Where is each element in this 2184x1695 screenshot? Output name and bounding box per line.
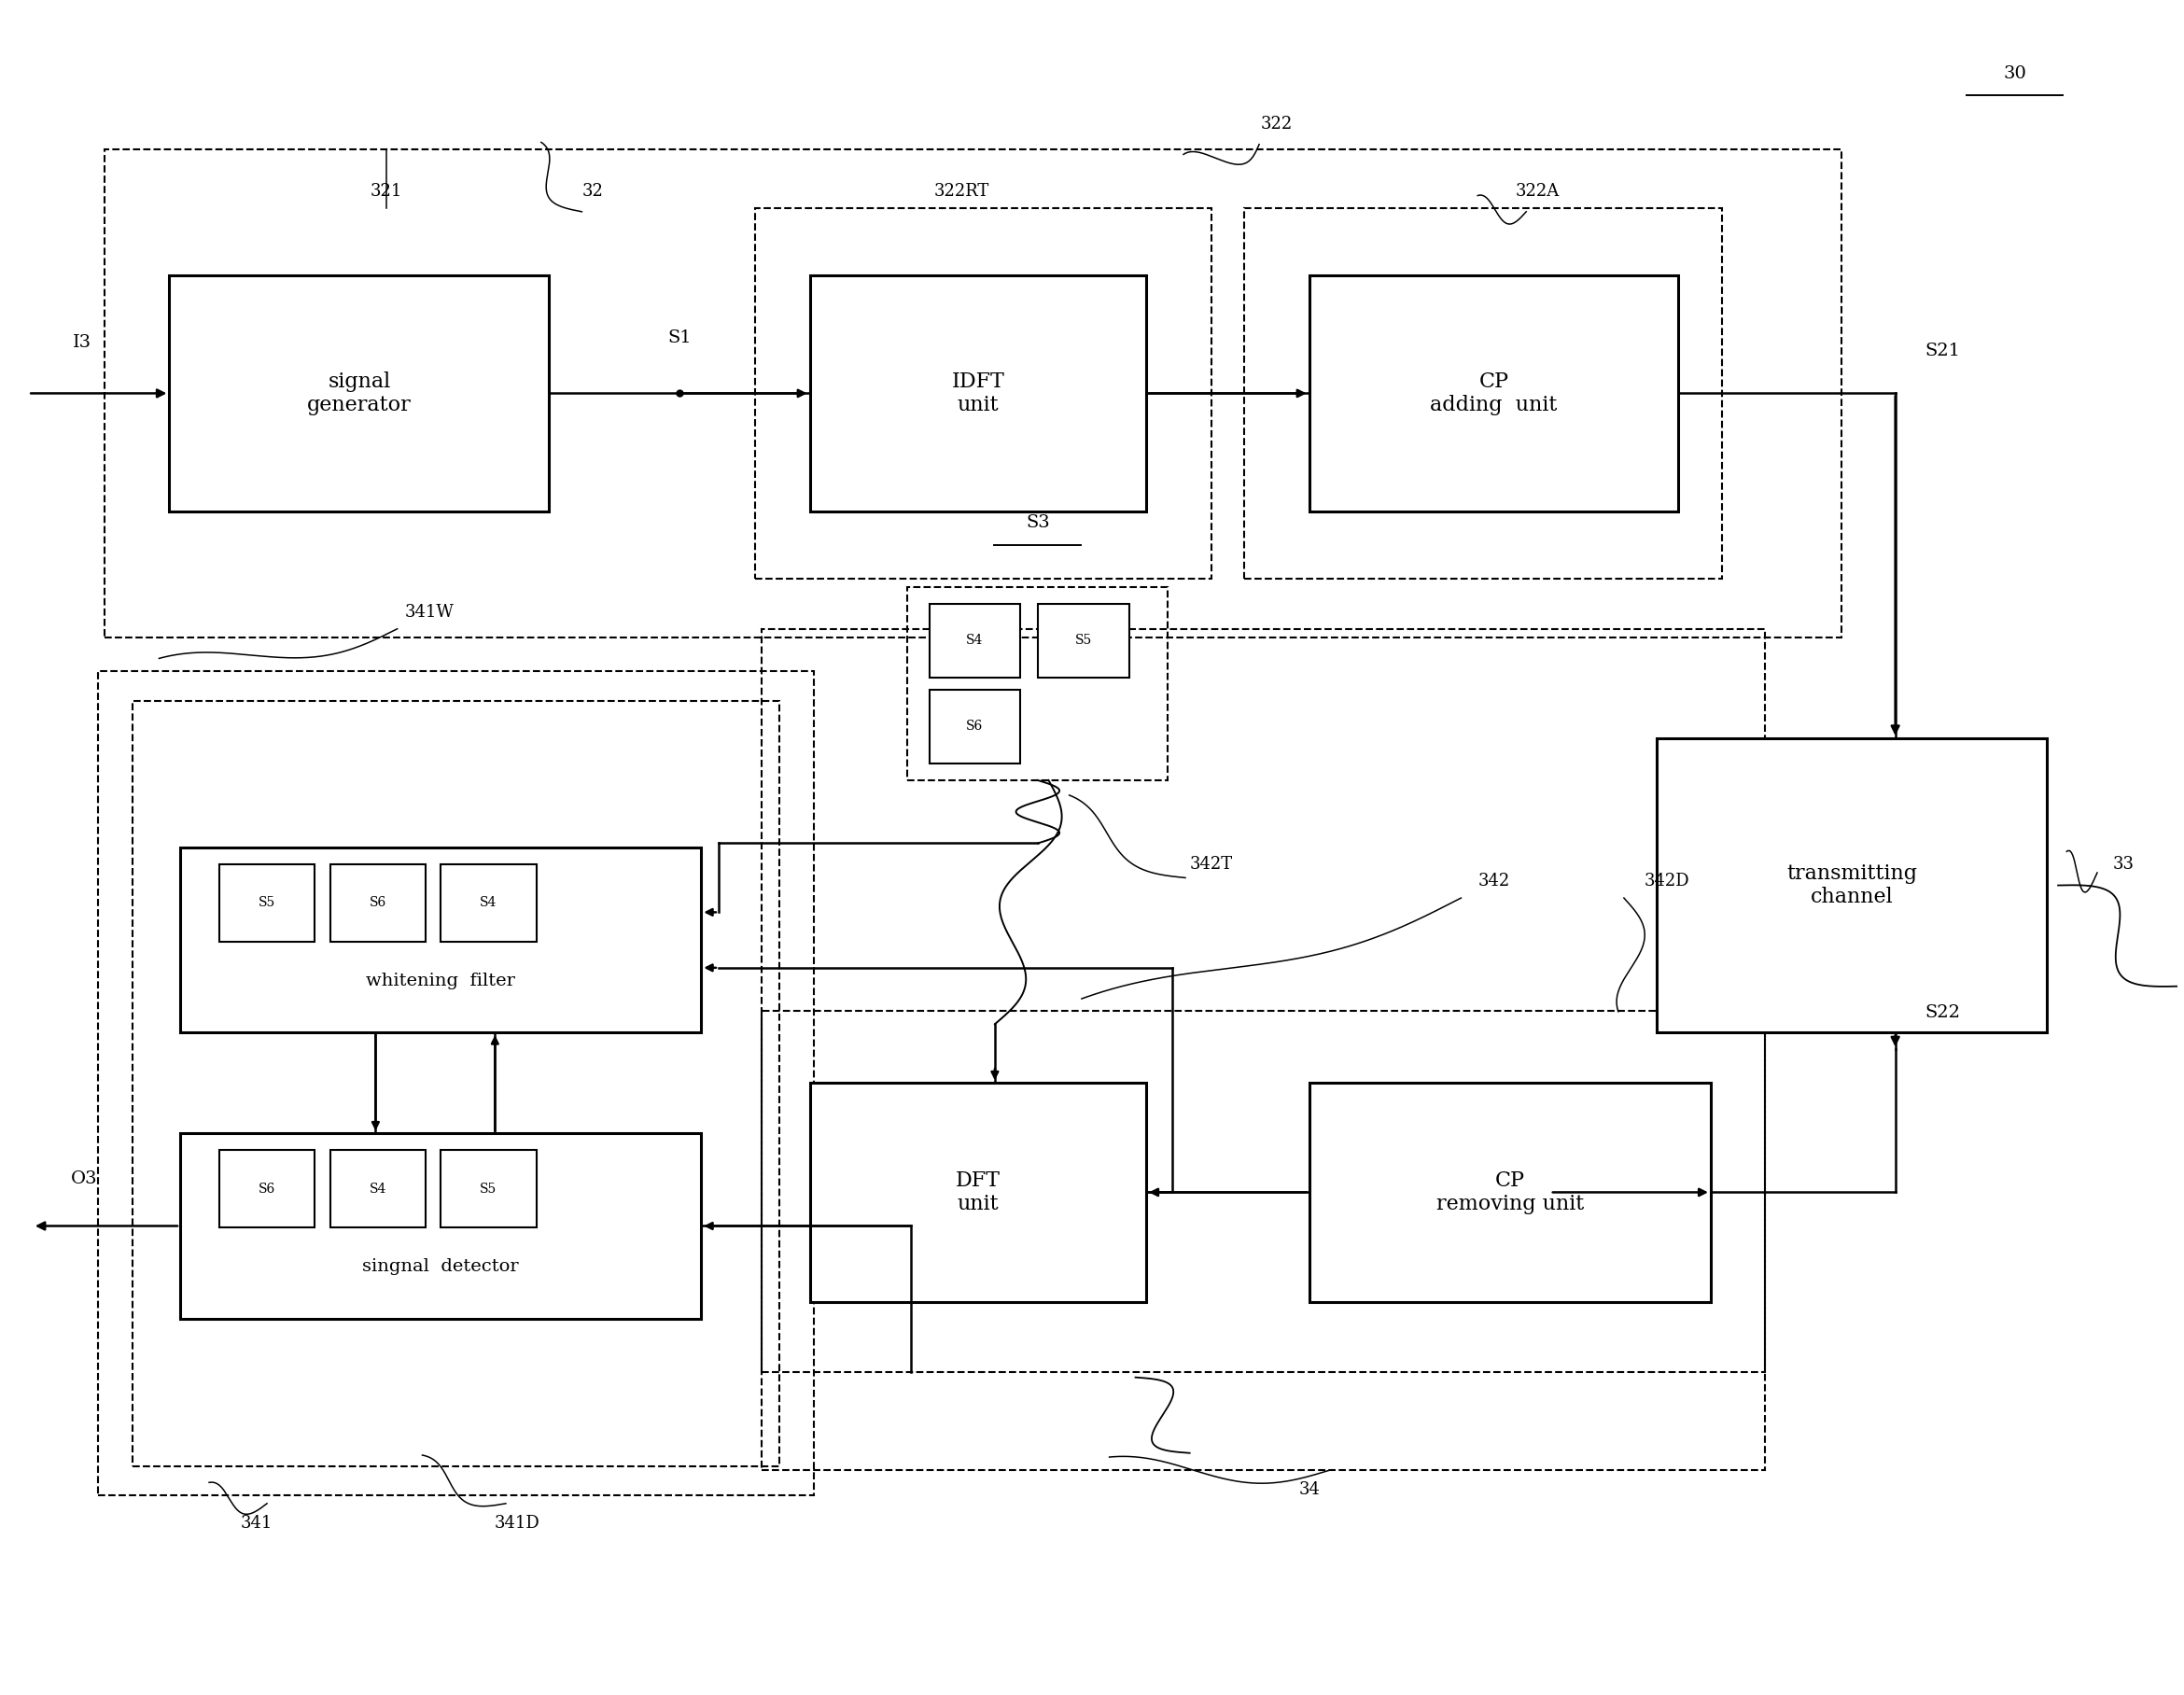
Bar	[762, 1010, 1765, 1373]
Text: 30: 30	[2003, 66, 2027, 81]
Bar	[133, 702, 780, 1466]
Bar	[330, 1151, 426, 1227]
Bar	[441, 1151, 537, 1227]
Bar	[1245, 208, 1721, 578]
Text: 342: 342	[1479, 873, 1509, 890]
Text: 322RT: 322RT	[935, 183, 989, 200]
Bar	[1037, 603, 1129, 678]
Text: CP
adding  unit: CP adding unit	[1431, 371, 1557, 415]
Bar	[179, 848, 701, 1032]
Bar	[218, 1151, 314, 1227]
Text: DFT
unit: DFT unit	[957, 1170, 1000, 1214]
Text: S6: S6	[369, 897, 387, 910]
Text: singnal  detector: singnal detector	[363, 1258, 520, 1275]
Text: 342T: 342T	[1190, 856, 1234, 873]
Bar	[179, 1134, 701, 1319]
Text: 321: 321	[371, 183, 402, 200]
Bar	[762, 629, 1765, 1470]
Text: S1: S1	[668, 329, 692, 346]
Text: S3: S3	[1026, 515, 1051, 531]
Text: S5: S5	[480, 1183, 498, 1195]
Bar	[810, 276, 1147, 512]
Text: S21: S21	[1926, 342, 1961, 359]
Text: CP
removing unit: CP removing unit	[1437, 1170, 1583, 1214]
Text: 342D: 342D	[1645, 873, 1690, 890]
Text: S5: S5	[258, 897, 275, 910]
Text: IDFT
unit: IDFT unit	[952, 371, 1005, 415]
Bar	[1308, 276, 1677, 512]
Text: S6: S6	[965, 720, 983, 732]
Text: signal
generator: signal generator	[308, 371, 411, 415]
Text: 34: 34	[1299, 1481, 1319, 1498]
Text: S22: S22	[1926, 1003, 1961, 1020]
Text: 322A: 322A	[1516, 183, 1559, 200]
Text: 33: 33	[2112, 856, 2134, 873]
Bar	[810, 1083, 1147, 1302]
Text: S4: S4	[965, 634, 983, 647]
Text: I3: I3	[72, 334, 92, 351]
Text: transmitting
channel: transmitting channel	[1787, 863, 1918, 907]
Text: O3: O3	[72, 1171, 98, 1186]
Bar	[98, 671, 815, 1495]
Bar	[1308, 1083, 1710, 1302]
Text: S4: S4	[480, 897, 498, 910]
Text: 341W: 341W	[406, 603, 454, 620]
Bar	[170, 276, 548, 512]
Bar	[756, 208, 1212, 578]
Bar	[928, 690, 1020, 763]
Bar	[1655, 737, 2046, 1032]
Bar	[928, 603, 1020, 678]
Bar	[441, 864, 537, 942]
Text: 32: 32	[581, 183, 603, 200]
Text: 341D: 341D	[494, 1515, 539, 1532]
Bar	[909, 586, 1168, 780]
Text: S6: S6	[258, 1183, 275, 1195]
Bar	[330, 864, 426, 942]
Text: 341: 341	[240, 1515, 273, 1532]
Text: S4: S4	[369, 1183, 387, 1195]
Bar	[105, 149, 1841, 637]
Text: whitening  filter: whitening filter	[367, 973, 515, 990]
Text: S5: S5	[1075, 634, 1092, 647]
Text: 322: 322	[1260, 115, 1293, 132]
Bar	[218, 864, 314, 942]
